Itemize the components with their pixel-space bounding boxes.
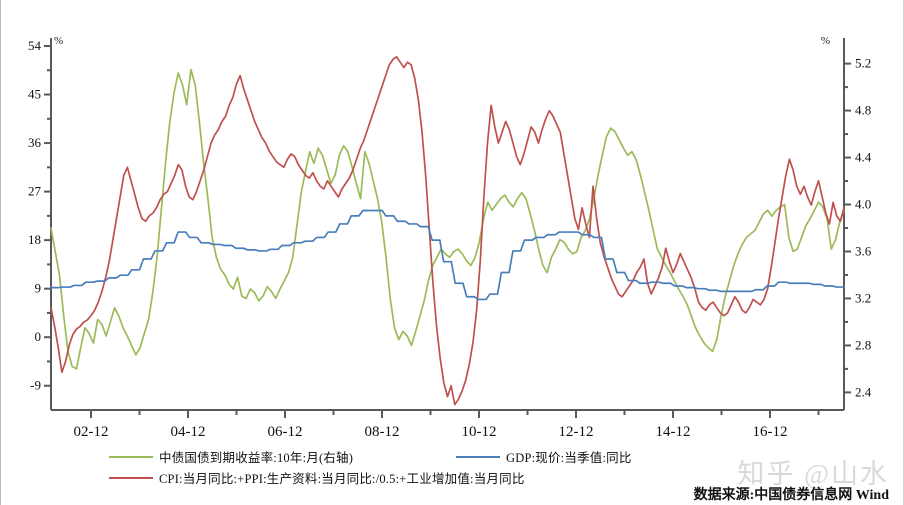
chart-plot-area: %% 54 45 36 27 18 9 0 -9 5.2 4.8 4.4 4.0 3.6 3.2 2.8 2.4… bbox=[1, 0, 903, 440]
legend-swatch-green bbox=[109, 455, 153, 458]
left-axis-unit: % bbox=[54, 35, 63, 47]
left-tick-label: 45 bbox=[28, 87, 41, 102]
right-tick-label: 3.2 bbox=[855, 290, 871, 305]
x-tick-label: 02-12 bbox=[74, 424, 109, 440]
left-tick-label: 0 bbox=[35, 329, 42, 344]
x-tick-label: 16-12 bbox=[753, 424, 788, 440]
x-tick-label: 10-12 bbox=[462, 424, 497, 440]
right-tick-label: 4.0 bbox=[855, 197, 871, 212]
x-tick-label: 12-12 bbox=[559, 424, 594, 440]
series-line-gdp bbox=[50, 209, 845, 301]
line-chart-svg: % % 54 45 36 27 18 9 0 -9 5.2 4.8 4.4 4.0 3.6 3.2 2.8 2.4… bbox=[28, 35, 872, 440]
legend-item-0[interactable]: 中债国债到期收益率:10年:月(右轴) bbox=[109, 447, 353, 466]
right-tick-label: 5.2 bbox=[855, 56, 871, 71]
watermark-text: 知乎 @山水 bbox=[737, 459, 889, 489]
right-axis-unit: % bbox=[821, 35, 830, 47]
x-tick-label: 08-12 bbox=[365, 424, 400, 440]
series-line-cpi-ppi bbox=[50, 55, 845, 406]
right-tick-label: 4.8 bbox=[855, 103, 871, 118]
series-line-yield bbox=[50, 68, 845, 370]
x-tick-label: 06-12 bbox=[268, 424, 303, 440]
legend-entry-yield[interactable]: 中债国债到期收益率:10年:月(右轴) bbox=[109, 447, 381, 466]
left-tick-label: 36 bbox=[28, 135, 42, 150]
legend-item-1[interactable]: CPI:当月同比:+PPI:生产资料:当月同比:/0.5:+工业增加值:当月同比 bbox=[109, 468, 525, 487]
legend-entry-gdp[interactable]: GDP:现价:当季值:同比 bbox=[456, 447, 660, 466]
legend-label-gdp: GDP:现价:当季值:同比 bbox=[506, 451, 632, 465]
legend-item-2[interactable]: GDP:现价:当季值:同比 bbox=[456, 447, 632, 466]
legend-label-yield: 中债国债到期收益率:10年:月(右轴) bbox=[159, 451, 354, 465]
right-tick-label: 4.4 bbox=[855, 150, 872, 165]
legend-label-cpi-ppi: CPI:当月同比:+PPI:生产资料:当月同比:/0.5:+工业增加值:当月同比 bbox=[159, 472, 525, 486]
right-tick-label: 3.6 bbox=[855, 243, 872, 258]
legend-swatch-blue bbox=[456, 455, 500, 458]
left-tick-label: 54 bbox=[28, 38, 42, 53]
left-tick-label: 18 bbox=[28, 232, 41, 247]
left-tick-label: -9 bbox=[30, 378, 41, 393]
right-tick-label: 2.8 bbox=[855, 337, 871, 352]
x-tick-label: 04-12 bbox=[171, 424, 206, 440]
right-tick-label: 2.4 bbox=[855, 384, 872, 399]
left-tick-label: 27 bbox=[28, 184, 42, 199]
x-tick-label: 14-12 bbox=[656, 424, 691, 440]
legend-swatch-red bbox=[109, 476, 153, 479]
source-note: 数据来源:中国债券信息网 Wind bbox=[693, 488, 889, 503]
left-tick-label: 9 bbox=[35, 281, 42, 296]
legend-entry-cpi-ppi[interactable]: CPI:当月同比:+PPI:生产资料:当月同比:/0.5:+工业增加值:当月同比 bbox=[109, 468, 553, 487]
